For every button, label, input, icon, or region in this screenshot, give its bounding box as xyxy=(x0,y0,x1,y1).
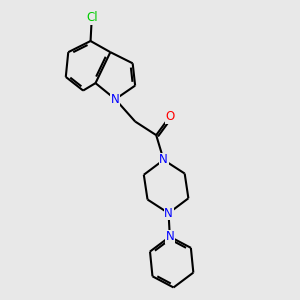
Text: N: N xyxy=(111,93,120,106)
Text: N: N xyxy=(164,207,173,220)
Text: N: N xyxy=(165,230,174,243)
Text: O: O xyxy=(165,110,174,123)
Text: Cl: Cl xyxy=(86,11,98,24)
Text: N: N xyxy=(159,153,168,167)
